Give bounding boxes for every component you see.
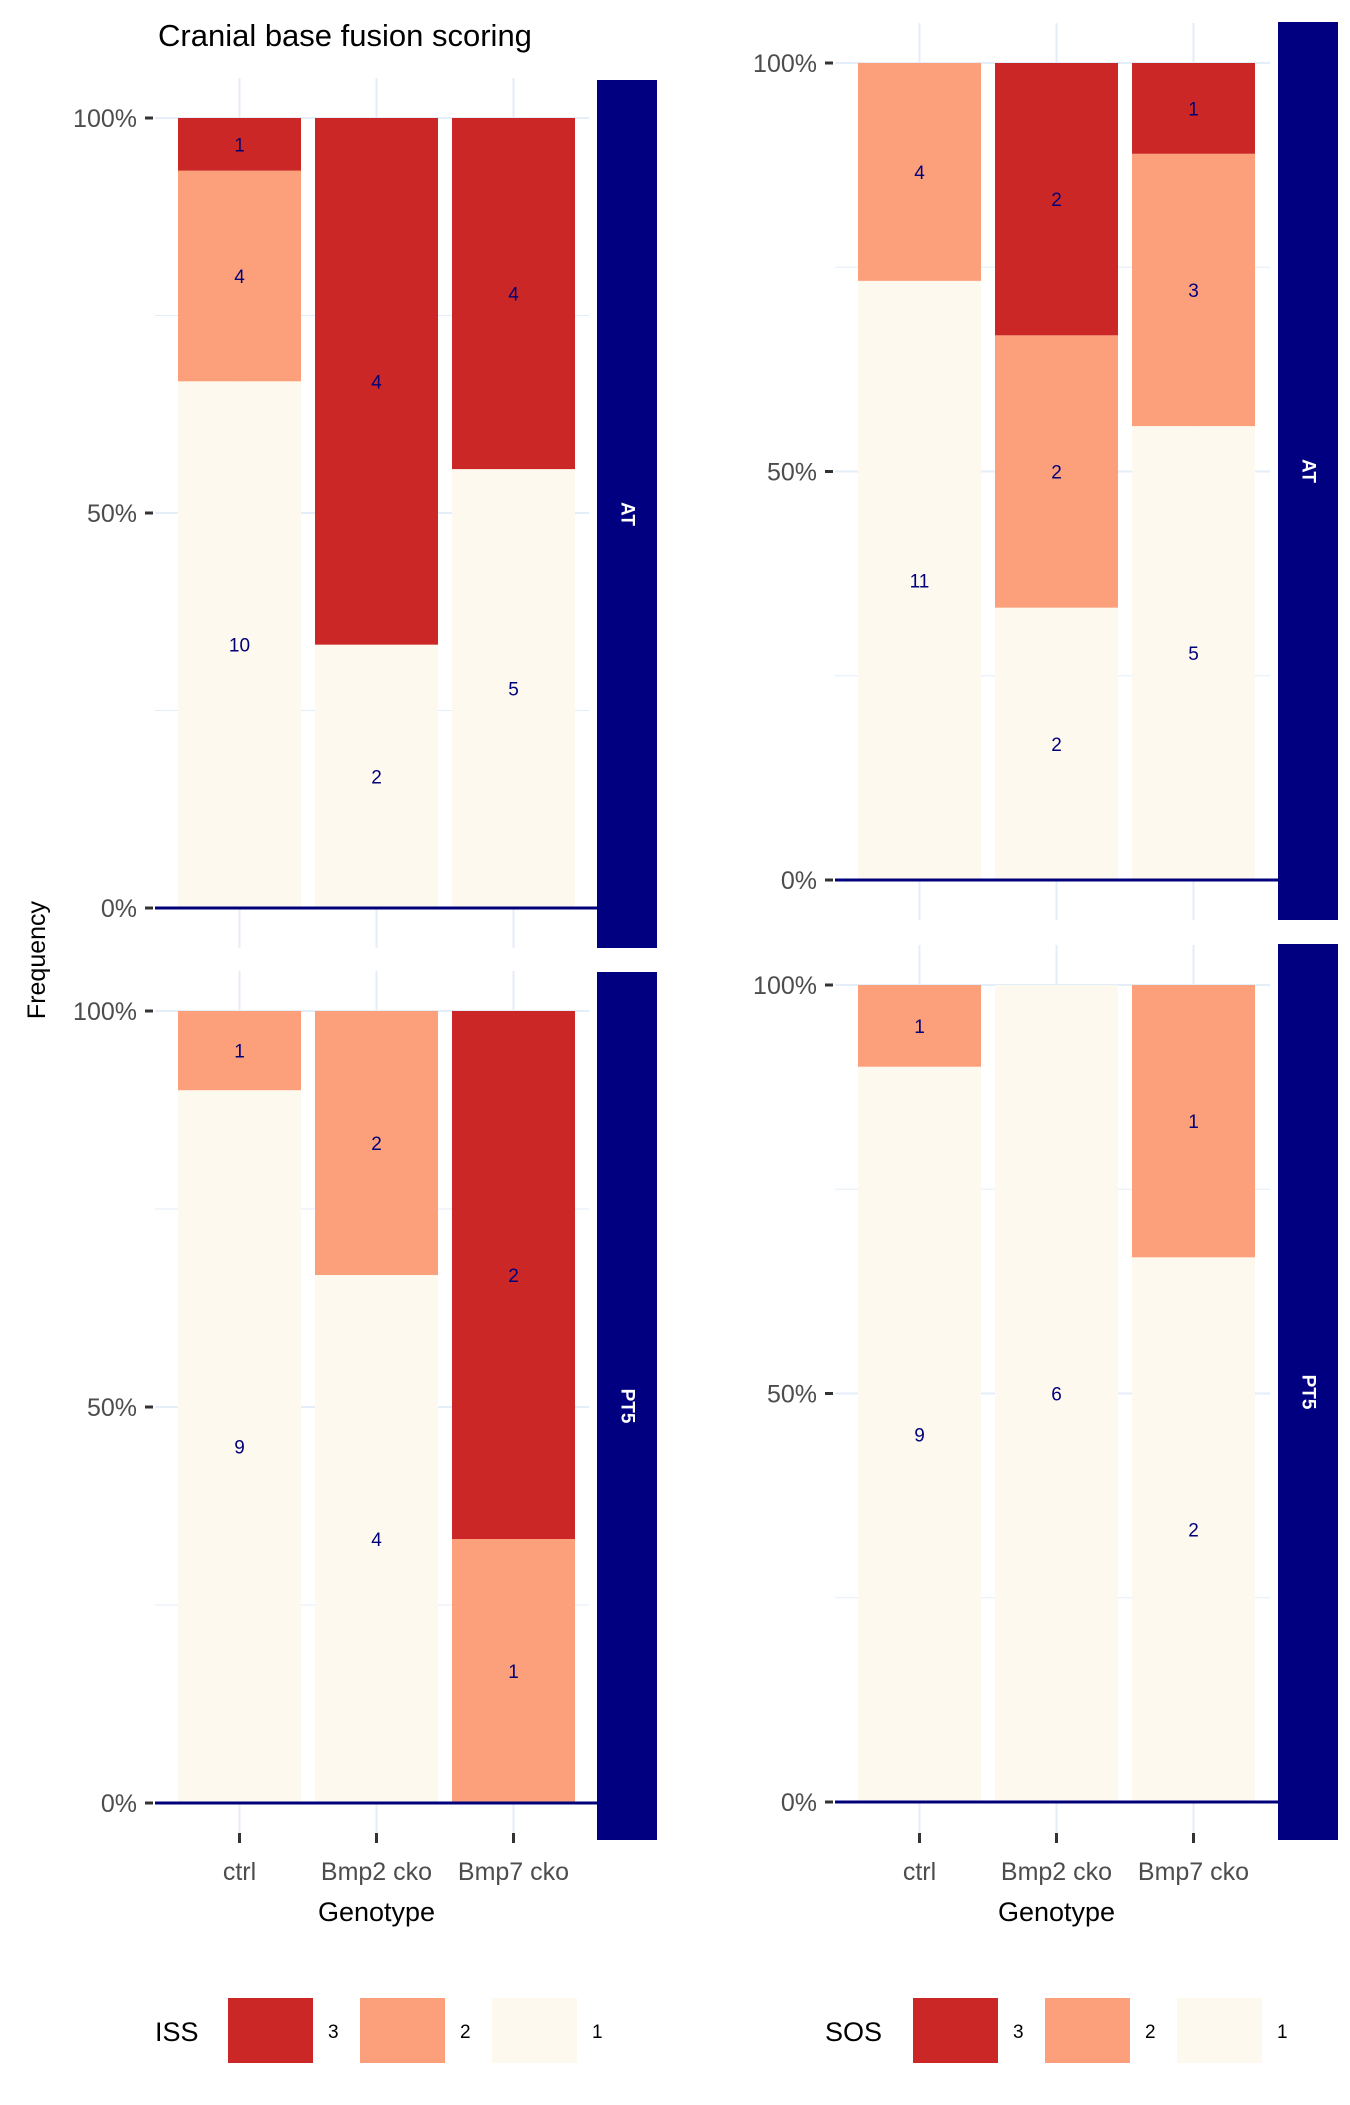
facet-strip [1278,944,1338,1840]
x-tick-label: Bmp7 cko [1138,1858,1249,1886]
bar-segment [995,607,1118,880]
bar-count-label: 10 [229,636,250,657]
legend-title: SOS [825,2017,882,2047]
facet-strip [597,80,657,948]
y-tick-label: 100% [753,50,817,78]
x-tick-label: Bmp2 cko [321,1858,432,1886]
x-axis-title: Genotype [318,1897,435,1927]
legend-key [492,1998,577,2063]
legend-key [360,1998,445,2063]
bar-count-label: 4 [234,267,245,288]
legend-key [1045,1998,1130,2063]
facet-strip [597,972,657,1840]
legend-label: 2 [1145,2022,1156,2043]
bar-segment [1132,63,1255,154]
bar-segment [178,381,301,908]
y-tick-label: 50% [87,500,137,528]
y-axis-title: Frequency [23,900,51,1019]
y-tick-label: 50% [767,459,817,487]
bar-count-label: 3 [1188,281,1199,302]
bar-segment [858,63,981,281]
x-tick-label: ctrl [223,1858,256,1886]
bar-count-label: 1 [914,1017,925,1038]
bar-segment [858,985,981,1067]
bar-count-label: 4 [371,1530,382,1551]
x-tick-label: Bmp2 cko [1001,1858,1112,1886]
bar-segment [858,280,981,880]
chart-title: Cranial base fusion scoring [158,18,532,53]
bar-count-label: 5 [508,680,519,701]
bar-segment [995,335,1118,608]
bar-count-label: 1 [508,1662,519,1683]
legend-label: 2 [460,2022,471,2043]
y-tick-label: 100% [753,972,817,1000]
bar-count-label: 1 [1188,1112,1199,1133]
bar-count-label: 2 [371,1134,382,1155]
bar-count-label: 4 [508,285,519,306]
legend-label: 1 [1277,2022,1288,2043]
bar-segment [315,644,438,908]
facet-strip-label: PT5 [1298,1375,1319,1410]
bar-count-label: 6 [1051,1385,1062,1406]
bar-segment [452,469,575,908]
legend-key [1177,1998,1262,2063]
facet-strip-label: AT [1298,459,1319,483]
bar-count-label: 2 [1188,1521,1199,1542]
legend-label: 3 [328,2022,339,2043]
bar-count-label: 11 [910,571,930,592]
bar-segment [452,1011,575,1539]
bar-segment [858,1066,981,1802]
legend-key [913,1998,998,2063]
bar-count-label: 1 [234,135,245,156]
bar-segment [995,985,1118,1802]
y-tick-label: 100% [73,105,137,133]
bar-segment [315,1011,438,1275]
x-tick-label: ctrl [903,1858,936,1886]
bar-count-label: 9 [914,1425,925,1446]
y-tick-label: 50% [87,1394,137,1422]
x-tick-label: Bmp7 cko [458,1858,569,1886]
legend-title: ISS [155,2017,199,2047]
bar-segment [1132,153,1255,427]
legend-key [228,1998,313,2063]
bar-count-label: 9 [234,1438,245,1459]
y-tick-label: 0% [101,1790,137,1818]
bar-segment [1132,985,1255,1258]
bar-count-label: 2 [371,767,382,788]
bar-segment [315,1275,438,1803]
bar-segment [1132,426,1255,880]
facet-strip-label: PT5 [617,1389,638,1424]
y-tick-label: 0% [101,895,137,923]
y-tick-label: 0% [781,867,817,895]
bar-segment [315,118,438,645]
x-axis-title: Genotype [998,1897,1115,1927]
bar-segment [178,1090,301,1803]
bar-segment [178,118,301,171]
bar-count-label: 4 [914,163,925,184]
bar-count-label: 5 [1188,644,1199,665]
y-tick-label: 50% [767,1381,817,1409]
bar-segment [178,170,301,382]
bar-segment [452,1539,575,1803]
bar-segment [1132,1257,1255,1802]
facet-strip-label: AT [617,502,638,526]
bar-count-label: 2 [1051,463,1062,484]
bar-count-label: 2 [508,1266,519,1287]
y-tick-label: 0% [781,1789,817,1817]
bar-segment [995,63,1118,336]
bar-count-label: 1 [234,1042,245,1063]
bar-segment [178,1011,301,1091]
bar-count-label: 2 [1051,190,1062,211]
facet-strip [1278,22,1338,920]
bar-count-label: 4 [371,372,382,393]
bar-count-label: 2 [1051,735,1062,756]
y-tick-label: 100% [73,998,137,1026]
legend-label: 1 [592,2022,603,2043]
legend-label: 3 [1013,2022,1024,2043]
bar-segment [452,118,575,470]
bar-count-label: 1 [1188,99,1199,120]
